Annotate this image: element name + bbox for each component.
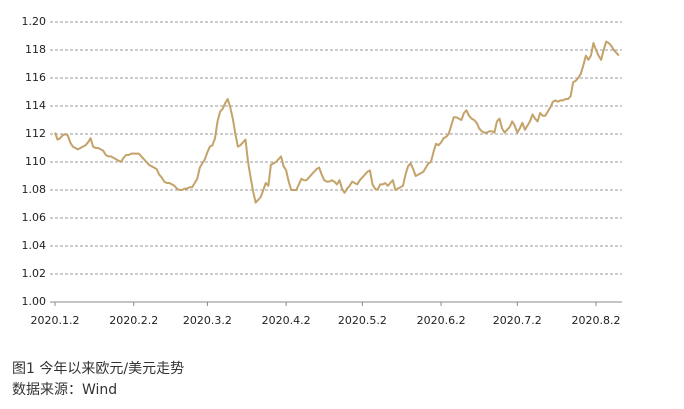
x-tick-label: 2020.6.2 xyxy=(417,314,466,327)
line-series xyxy=(54,40,620,204)
x-tick-label: 2020.5.2 xyxy=(338,314,387,327)
y-tick-label: 1.06 xyxy=(22,211,47,224)
x-tick-label: 2020.7.2 xyxy=(493,314,542,327)
x-tick-label: 2020.8.2 xyxy=(572,314,621,327)
x-tick-label: 2020.2.2 xyxy=(109,314,158,327)
y-tick-label: 1.20 xyxy=(22,15,47,28)
y-tick-label: 116 xyxy=(25,71,46,84)
x-tick-label: 2020.4.2 xyxy=(262,314,311,327)
y-tick-label: 114 xyxy=(25,99,46,112)
y-tick-label: 1.04 xyxy=(22,239,47,252)
x-tick-label: 2020.3.2 xyxy=(183,314,232,327)
y-tick-label: 1.08 xyxy=(22,183,47,196)
y-tick-label: 112 xyxy=(25,127,46,140)
chart-title: 图1 今年以来欧元/美元走势 xyxy=(12,361,184,377)
y-tick-label: 110 xyxy=(25,155,46,168)
y-tick-label: 1.02 xyxy=(22,267,47,280)
y-tick-label: 1.00 xyxy=(22,295,47,308)
source-note: 数据来源：Wind xyxy=(12,382,117,398)
y-tick-label: 118 xyxy=(25,43,46,56)
x-tick-label: 2020.1.2 xyxy=(31,314,80,327)
